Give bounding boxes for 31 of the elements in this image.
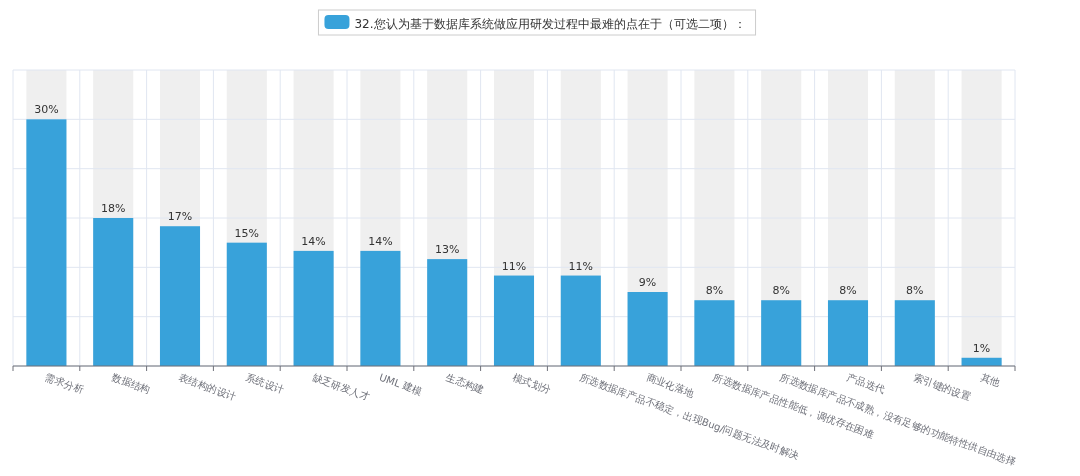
legend-label: 32.您认为基于数据库系统做应用研发过程中最难的点在于（可选二项）： bbox=[354, 17, 746, 31]
bar bbox=[694, 300, 735, 366]
data-label: 17% bbox=[167, 210, 193, 224]
x-tick-label: UML 建模 bbox=[377, 371, 424, 398]
x-tick-label: 系统设计 bbox=[244, 371, 286, 396]
x-tick-label: 数据结构 bbox=[110, 371, 152, 396]
data-label: 8% bbox=[705, 284, 724, 298]
bar bbox=[894, 300, 935, 366]
x-tick-label: 产品迭代 bbox=[845, 371, 887, 396]
x-tick-label: 索引键的设置 bbox=[912, 371, 973, 403]
bar bbox=[827, 300, 869, 366]
data-label: 15% bbox=[234, 226, 260, 240]
data-label: 8% bbox=[772, 284, 790, 298]
x-tick-label: 需求分析 bbox=[43, 371, 86, 396]
x-tick-label: 模式划分 bbox=[511, 371, 553, 396]
bar bbox=[761, 300, 802, 366]
data-label: 18% bbox=[100, 202, 126, 215]
data-label: 8% bbox=[839, 284, 857, 298]
data-label: 30% bbox=[34, 103, 59, 117]
data-label: 1% bbox=[972, 341, 991, 355]
data-label: 14% bbox=[368, 234, 393, 248]
x-tick-label: 其他 bbox=[978, 371, 1002, 389]
data-label: 8% bbox=[906, 284, 924, 298]
data-label: 14% bbox=[301, 234, 326, 248]
data-label: 11% bbox=[501, 259, 527, 273]
x-tick-label: 生态构建 bbox=[444, 371, 486, 396]
data-label: 11% bbox=[568, 259, 594, 273]
data-label: 9% bbox=[638, 276, 657, 289]
x-tick-label: 缺乏研发人才 bbox=[310, 371, 372, 403]
x-tick-label: 表结构的设计 bbox=[177, 371, 238, 403]
data-label: 13% bbox=[434, 243, 460, 257]
